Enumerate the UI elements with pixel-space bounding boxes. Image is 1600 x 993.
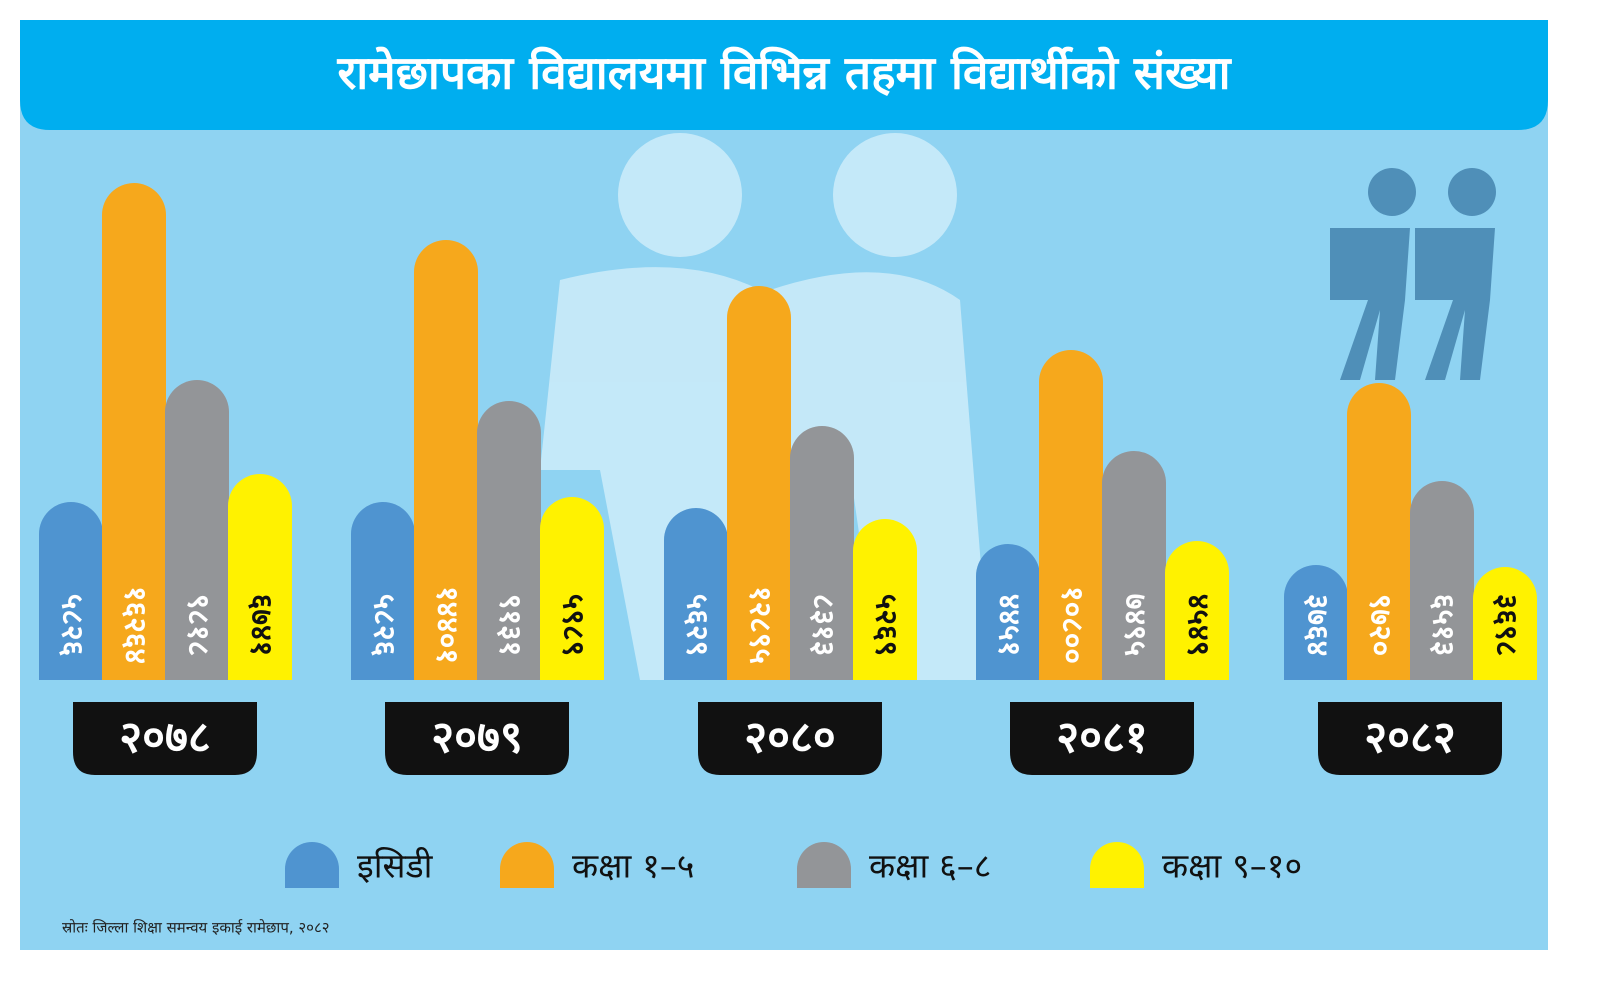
- bar: [165, 380, 229, 680]
- chart-title: रामेछापका विद्यालयमा विभिन्न तहमा विद्या…: [336, 46, 1232, 100]
- legend-swatch: [500, 842, 554, 888]
- legend-swatch: [285, 842, 339, 888]
- bar: [790, 425, 854, 680]
- bar: [1410, 480, 1474, 680]
- legend-label: कक्षा ६–८: [869, 847, 991, 887]
- bar: [1039, 350, 1103, 680]
- value-label: १६२६४: [118, 586, 153, 664]
- bar: [1473, 567, 1537, 680]
- year-badge: [1010, 702, 1194, 775]
- x-tick-label: २०८०: [744, 712, 836, 763]
- value-label: ९१३१: [493, 594, 528, 656]
- bar: [540, 497, 604, 680]
- value-label: १२८९५: [743, 586, 778, 664]
- year-badge: [73, 702, 257, 775]
- source: स्रोतः जिल्ला शिक्षा समन्वय इकाई रामेछाप…: [62, 919, 330, 937]
- x-tick-label: २०७८: [119, 712, 211, 763]
- legend: इसिडी कक्षा १–५ कक्षा ६–८ कक्षा ९–१०: [285, 842, 1302, 888]
- legend-swatch: [1090, 842, 1144, 888]
- walking-students-icon: [1330, 168, 1496, 380]
- value-label: ३७६४: [1300, 594, 1335, 656]
- bar: [1102, 450, 1166, 680]
- value-label: ६५१३: [1426, 594, 1461, 656]
- bar: [1347, 383, 1411, 680]
- title-bar: [20, 20, 1548, 130]
- bar: [414, 239, 478, 680]
- year-badge: [698, 702, 882, 775]
- value-label: ९७२०: [1363, 594, 1398, 656]
- bar: [727, 285, 791, 680]
- value-label: ५६२९: [680, 594, 715, 656]
- value-label: ३६९८: [1489, 594, 1524, 656]
- bar: [39, 501, 103, 680]
- bar: [1284, 564, 1348, 680]
- bar: [976, 543, 1040, 680]
- value-label: ८३१३: [806, 594, 841, 656]
- legend-swatch: [797, 842, 851, 888]
- legend-label: कक्षा १–५: [572, 847, 694, 887]
- x-tick-label: २०७९: [431, 712, 523, 763]
- value-label: ५८२६: [367, 594, 402, 656]
- value-label: १४४०१: [430, 586, 465, 664]
- value-label: १०८००: [1055, 586, 1090, 664]
- value-label: ६७४१: [244, 594, 279, 656]
- value-label: ५२६९: [869, 594, 904, 656]
- bar: [228, 474, 292, 680]
- value-label: ५८२६: [55, 594, 90, 656]
- bar: [351, 501, 415, 680]
- year-badge: [385, 702, 569, 775]
- legend-label: इसिडी: [357, 847, 434, 887]
- bar: [1165, 541, 1229, 680]
- value-label: ४५४९: [1181, 594, 1216, 656]
- bars: ५८२६ १६२६४ ९८१८ ६७४१ २०७८ ५८२६ १४४०१ ९१३१ ५९८९ २०…: [39, 183, 1537, 775]
- legend-label: कक्षा ९–१०: [1162, 847, 1302, 887]
- value-label: ४४५१: [992, 594, 1027, 656]
- value-label: ९८१८: [181, 594, 216, 656]
- bar: [853, 519, 917, 680]
- value-label: ७४९५: [1118, 594, 1153, 656]
- x-tick-label: २०८२: [1364, 712, 1456, 763]
- bar: [477, 400, 541, 680]
- x-tick-label: २०८१: [1056, 712, 1148, 763]
- value-label: ५९८९: [556, 594, 591, 656]
- year-badge: [1318, 702, 1502, 775]
- bar: [664, 508, 728, 680]
- bar: [102, 183, 166, 681]
